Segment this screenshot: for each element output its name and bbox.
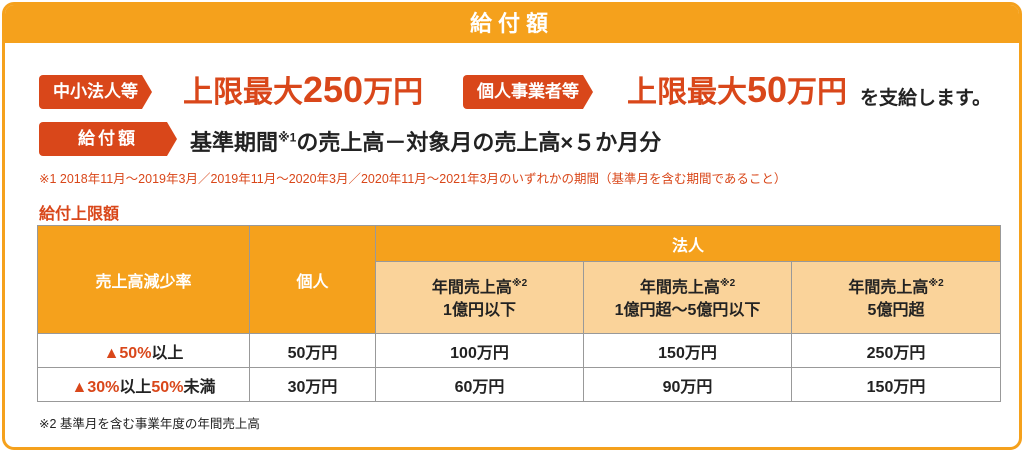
header-corp-1: 年間売上高※2 1億円以下 — [375, 261, 584, 334]
indiv-tag: 個人事業者等 — [463, 75, 593, 109]
value-cell: 100万円 — [375, 333, 584, 368]
header-indiv: 個人 — [249, 225, 376, 334]
limit-unit: 万円 — [363, 76, 424, 109]
amount-tag: 給付額 — [39, 122, 177, 156]
limit-num: 50 — [747, 69, 788, 110]
indiv-limit: 上限最大50万円 — [627, 72, 848, 110]
formula: 基準期間※1の売上高－対象月の売上高×５か月分 — [190, 125, 661, 157]
value-cell: 90万円 — [583, 367, 792, 402]
corp-tag: 中小法人等 — [39, 75, 152, 109]
formula-a: 基準期間 — [190, 130, 279, 155]
limit-table: 売上高減少率 個人 法人 年間売上高※2 1億円以下 年間売上高※2 1億円超～5億… — [37, 225, 1001, 402]
section-subtitle: 給付上限額 — [39, 206, 120, 223]
value-cell: 30万円 — [249, 367, 376, 402]
formula-b: の売上高－対象月の売上高×５か月分 — [296, 130, 662, 155]
rate-cell: ▲50%以上 — [37, 333, 250, 368]
value-cell: 60万円 — [375, 367, 584, 402]
limit-prefix: 上限最大 — [627, 76, 747, 109]
header-corp: 法人 — [375, 225, 1001, 262]
formula-sup: ※1 — [278, 130, 297, 145]
corp-limit: 上限最大250万円 — [183, 72, 424, 110]
footnote-2: ※2 基準月を含む事業年度の年間売上高 — [39, 417, 260, 431]
panel-title: 給付額 — [5, 5, 1019, 43]
value-cell: 150万円 — [791, 367, 1001, 402]
header-corp-2: 年間売上高※2 1億円超～5億円以下 — [583, 261, 792, 334]
suffix-text: を支給します。 — [860, 88, 992, 109]
rate-cell: ▲30%以上50%未満 — [37, 367, 250, 402]
value-cell: 50万円 — [249, 333, 376, 368]
limit-unit: 万円 — [787, 76, 848, 109]
limit-num: 250 — [303, 69, 364, 110]
header-corp-3: 年間売上高※2 5億円超 — [791, 261, 1001, 334]
table-row: ▲30%以上50%未満 30万円 60万円 90万円 150万円 — [37, 367, 1001, 402]
table-row: ▲50%以上 50万円 100万円 150万円 250万円 — [37, 333, 1001, 368]
value-cell: 150万円 — [583, 333, 792, 368]
limit-prefix: 上限最大 — [183, 76, 303, 109]
header-rate: 売上高減少率 — [37, 225, 250, 334]
value-cell: 250万円 — [791, 333, 1001, 368]
footnote-1: ※1 2018年11月～2019年3月／2019年11月～2020年3月／202… — [39, 172, 787, 186]
